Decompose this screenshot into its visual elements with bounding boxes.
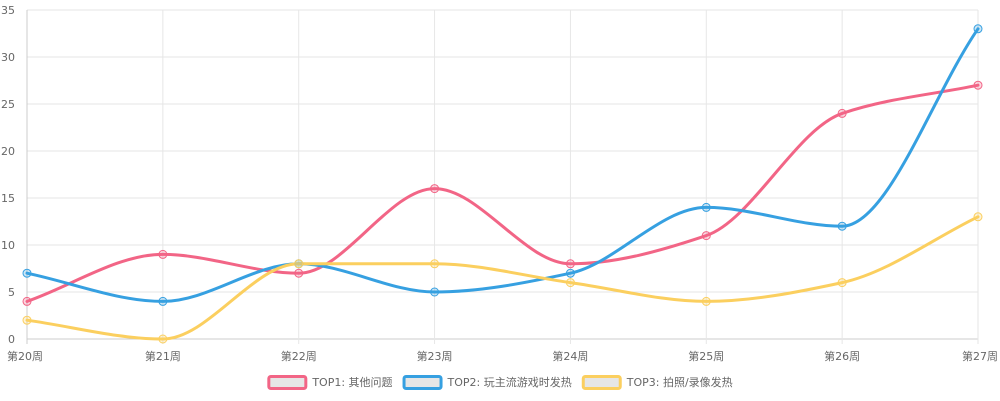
data-point[interactable] bbox=[701, 202, 711, 212]
data-point[interactable] bbox=[430, 287, 440, 297]
data-point[interactable] bbox=[430, 184, 440, 194]
series-points bbox=[22, 24, 983, 344]
y-tick-label: 5 bbox=[8, 286, 15, 299]
series-line-2 bbox=[25, 27, 980, 303]
y-axis-ticks: 0 5 10 15 20 25 30 35 bbox=[1, 4, 15, 346]
data-point[interactable] bbox=[973, 24, 983, 34]
y-tick-label: 0 bbox=[8, 333, 15, 346]
x-tick-label: 第23周 bbox=[417, 349, 453, 363]
data-point[interactable] bbox=[22, 268, 32, 278]
x-tick-label: 第24周 bbox=[552, 349, 588, 363]
legend-item-1[interactable]: TOP1: 其他问题 bbox=[267, 375, 393, 390]
y-tick-label: 20 bbox=[1, 145, 15, 158]
series-line-3 bbox=[25, 215, 980, 341]
x-tick-label: 第27周 bbox=[962, 349, 998, 363]
data-point[interactable] bbox=[22, 315, 32, 325]
data-point[interactable] bbox=[22, 296, 32, 306]
data-point[interactable] bbox=[973, 80, 983, 90]
data-point[interactable] bbox=[294, 268, 304, 278]
data-point[interactable] bbox=[430, 259, 440, 269]
x-tick-label: 第25周 bbox=[688, 349, 724, 363]
data-point[interactable] bbox=[294, 259, 304, 269]
legend: TOP1: 其他问题 TOP2: 玩主流游戏时发热 TOP3: 拍照/录像发热 bbox=[267, 375, 733, 390]
legend-swatch bbox=[402, 375, 443, 390]
legend-swatch bbox=[267, 375, 308, 390]
y-tick-label: 30 bbox=[1, 51, 15, 64]
data-point[interactable] bbox=[837, 221, 847, 231]
y-tick-label: 10 bbox=[1, 239, 15, 252]
data-point[interactable] bbox=[565, 278, 575, 288]
legend-item-2[interactable]: TOP2: 玩主流游戏时发热 bbox=[402, 375, 572, 390]
legend-label: TOP1: 其他问题 bbox=[311, 376, 392, 389]
data-point[interactable] bbox=[565, 259, 575, 269]
x-tick-label: 第21周 bbox=[145, 349, 181, 363]
x-axis-ticks: 第20周 第21周 第22周 第23周 第24周 第25周 第26周 第27周 bbox=[7, 349, 998, 363]
x-tick-label: 第26周 bbox=[824, 349, 860, 363]
data-point[interactable] bbox=[701, 296, 711, 306]
data-point[interactable] bbox=[837, 278, 847, 288]
x-tick-label: 第22周 bbox=[281, 349, 317, 363]
data-point[interactable] bbox=[973, 212, 983, 222]
data-point[interactable] bbox=[565, 268, 575, 278]
grid-lines bbox=[26, 9, 979, 344]
data-point[interactable] bbox=[158, 249, 168, 259]
legend-label: TOP3: 拍照/录像发热 bbox=[626, 375, 733, 389]
legend-swatch bbox=[581, 375, 622, 390]
y-tick-label: 25 bbox=[1, 98, 15, 111]
legend-label: TOP2: 玩主流游戏时发热 bbox=[447, 375, 572, 389]
y-tick-label: 15 bbox=[1, 192, 15, 205]
x-tick-label: 第20周 bbox=[7, 349, 43, 363]
data-point[interactable] bbox=[701, 231, 711, 241]
legend-item-3[interactable]: TOP3: 拍照/录像发热 bbox=[581, 375, 733, 390]
y-tick-label: 35 bbox=[1, 4, 15, 17]
data-point[interactable] bbox=[837, 108, 847, 118]
data-point[interactable] bbox=[158, 334, 168, 344]
data-point[interactable] bbox=[158, 296, 168, 306]
series-line-1 bbox=[25, 83, 980, 303]
